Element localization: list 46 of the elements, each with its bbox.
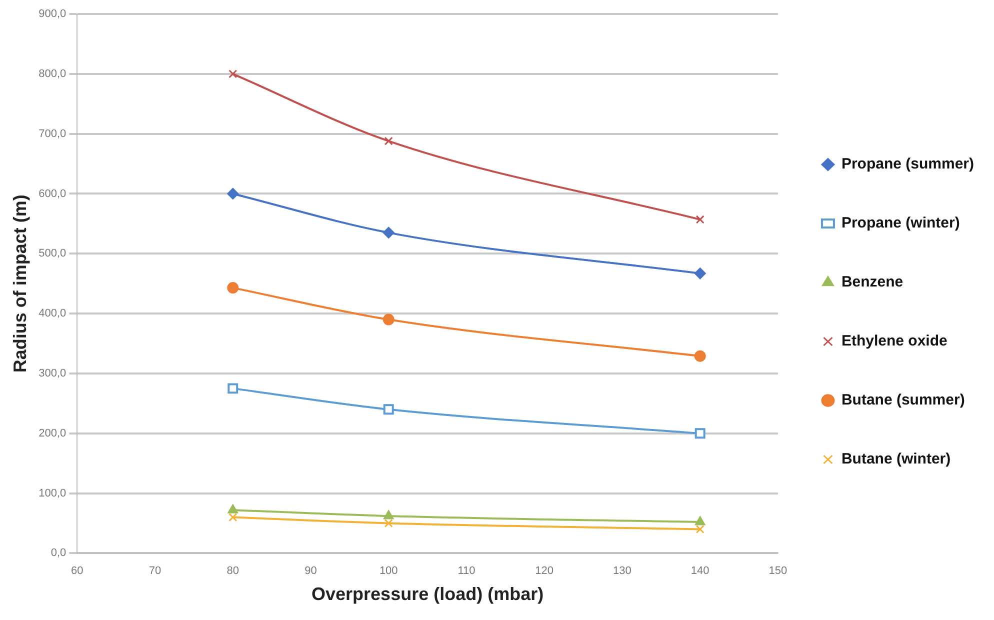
y-tick-label: 600,0	[38, 188, 66, 200]
y-tick-label: 800,0	[38, 68, 66, 80]
point	[694, 428, 706, 439]
x-tick-label: 90	[304, 564, 317, 577]
y-tick-label: 200,0	[38, 427, 66, 440]
point	[696, 524, 704, 534]
point	[382, 226, 394, 238]
x-tick-label: 70	[148, 564, 162, 577]
point	[383, 404, 394, 415]
x-tick-label: 110	[458, 564, 476, 577]
legend-label: Benzene	[841, 274, 904, 291]
legend-label: Propane (summer)	[841, 156, 974, 173]
x-tick-label: 120	[535, 564, 554, 577]
y-tick-label: 0,0	[50, 547, 66, 560]
point	[384, 518, 393, 528]
y-tick-label: 100,0	[38, 487, 66, 500]
y-axis-title: Radius of impact (m)	[10, 194, 30, 373]
x-tick-label: 80	[226, 564, 239, 577]
legend-label: Butane (winter)	[841, 450, 951, 468]
y-tick-label: 900,0	[38, 8, 66, 20]
x-tick-label: 100	[379, 564, 398, 577]
point	[384, 136, 393, 146]
point	[694, 268, 706, 280]
x-axis-title: Overpressure (load) (mbar)	[312, 584, 544, 604]
y-tick-label: 300,0	[38, 368, 66, 380]
point	[227, 282, 239, 294]
point	[227, 188, 239, 200]
point	[384, 510, 394, 520]
point	[695, 516, 706, 526]
x-tick-label: 140	[690, 564, 710, 577]
legend-label: Butane (summer)	[841, 392, 965, 409]
y-tick-label: 400,0	[38, 308, 66, 320]
legend-label: Ethylene oxide	[841, 332, 948, 350]
point	[228, 512, 238, 522]
point	[228, 504, 238, 514]
point	[228, 383, 238, 394]
point	[694, 350, 706, 362]
y-tick-label: 500,0	[38, 248, 66, 260]
x-tick-label: 150	[768, 564, 788, 577]
legend-label: Propane (winter)	[841, 214, 960, 232]
point	[696, 215, 704, 224]
y-tick-label: 700,0	[38, 128, 66, 140]
point	[382, 314, 394, 326]
point	[228, 70, 238, 78]
x-tick-label: 60	[71, 564, 84, 577]
x-tick-label: 130	[613, 564, 632, 577]
